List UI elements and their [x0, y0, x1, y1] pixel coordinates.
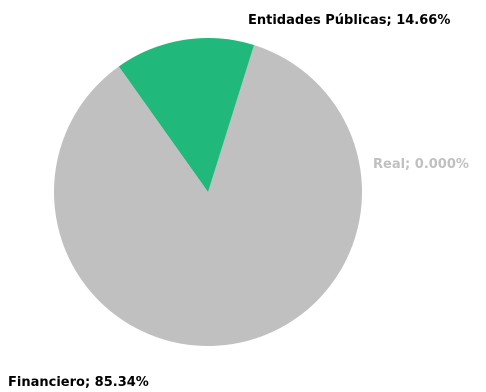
pie-slice-financiero	[53, 45, 362, 347]
label-real: Real; 0.000%	[373, 157, 469, 172]
label-entidades-publicas: Entidades Públicas; 14.66%	[248, 13, 450, 28]
label-financiero: Financiero; 85.34%	[8, 375, 149, 390]
pie-slices	[53, 38, 362, 347]
pie-slice-entidades-p-blicas	[118, 38, 254, 192]
